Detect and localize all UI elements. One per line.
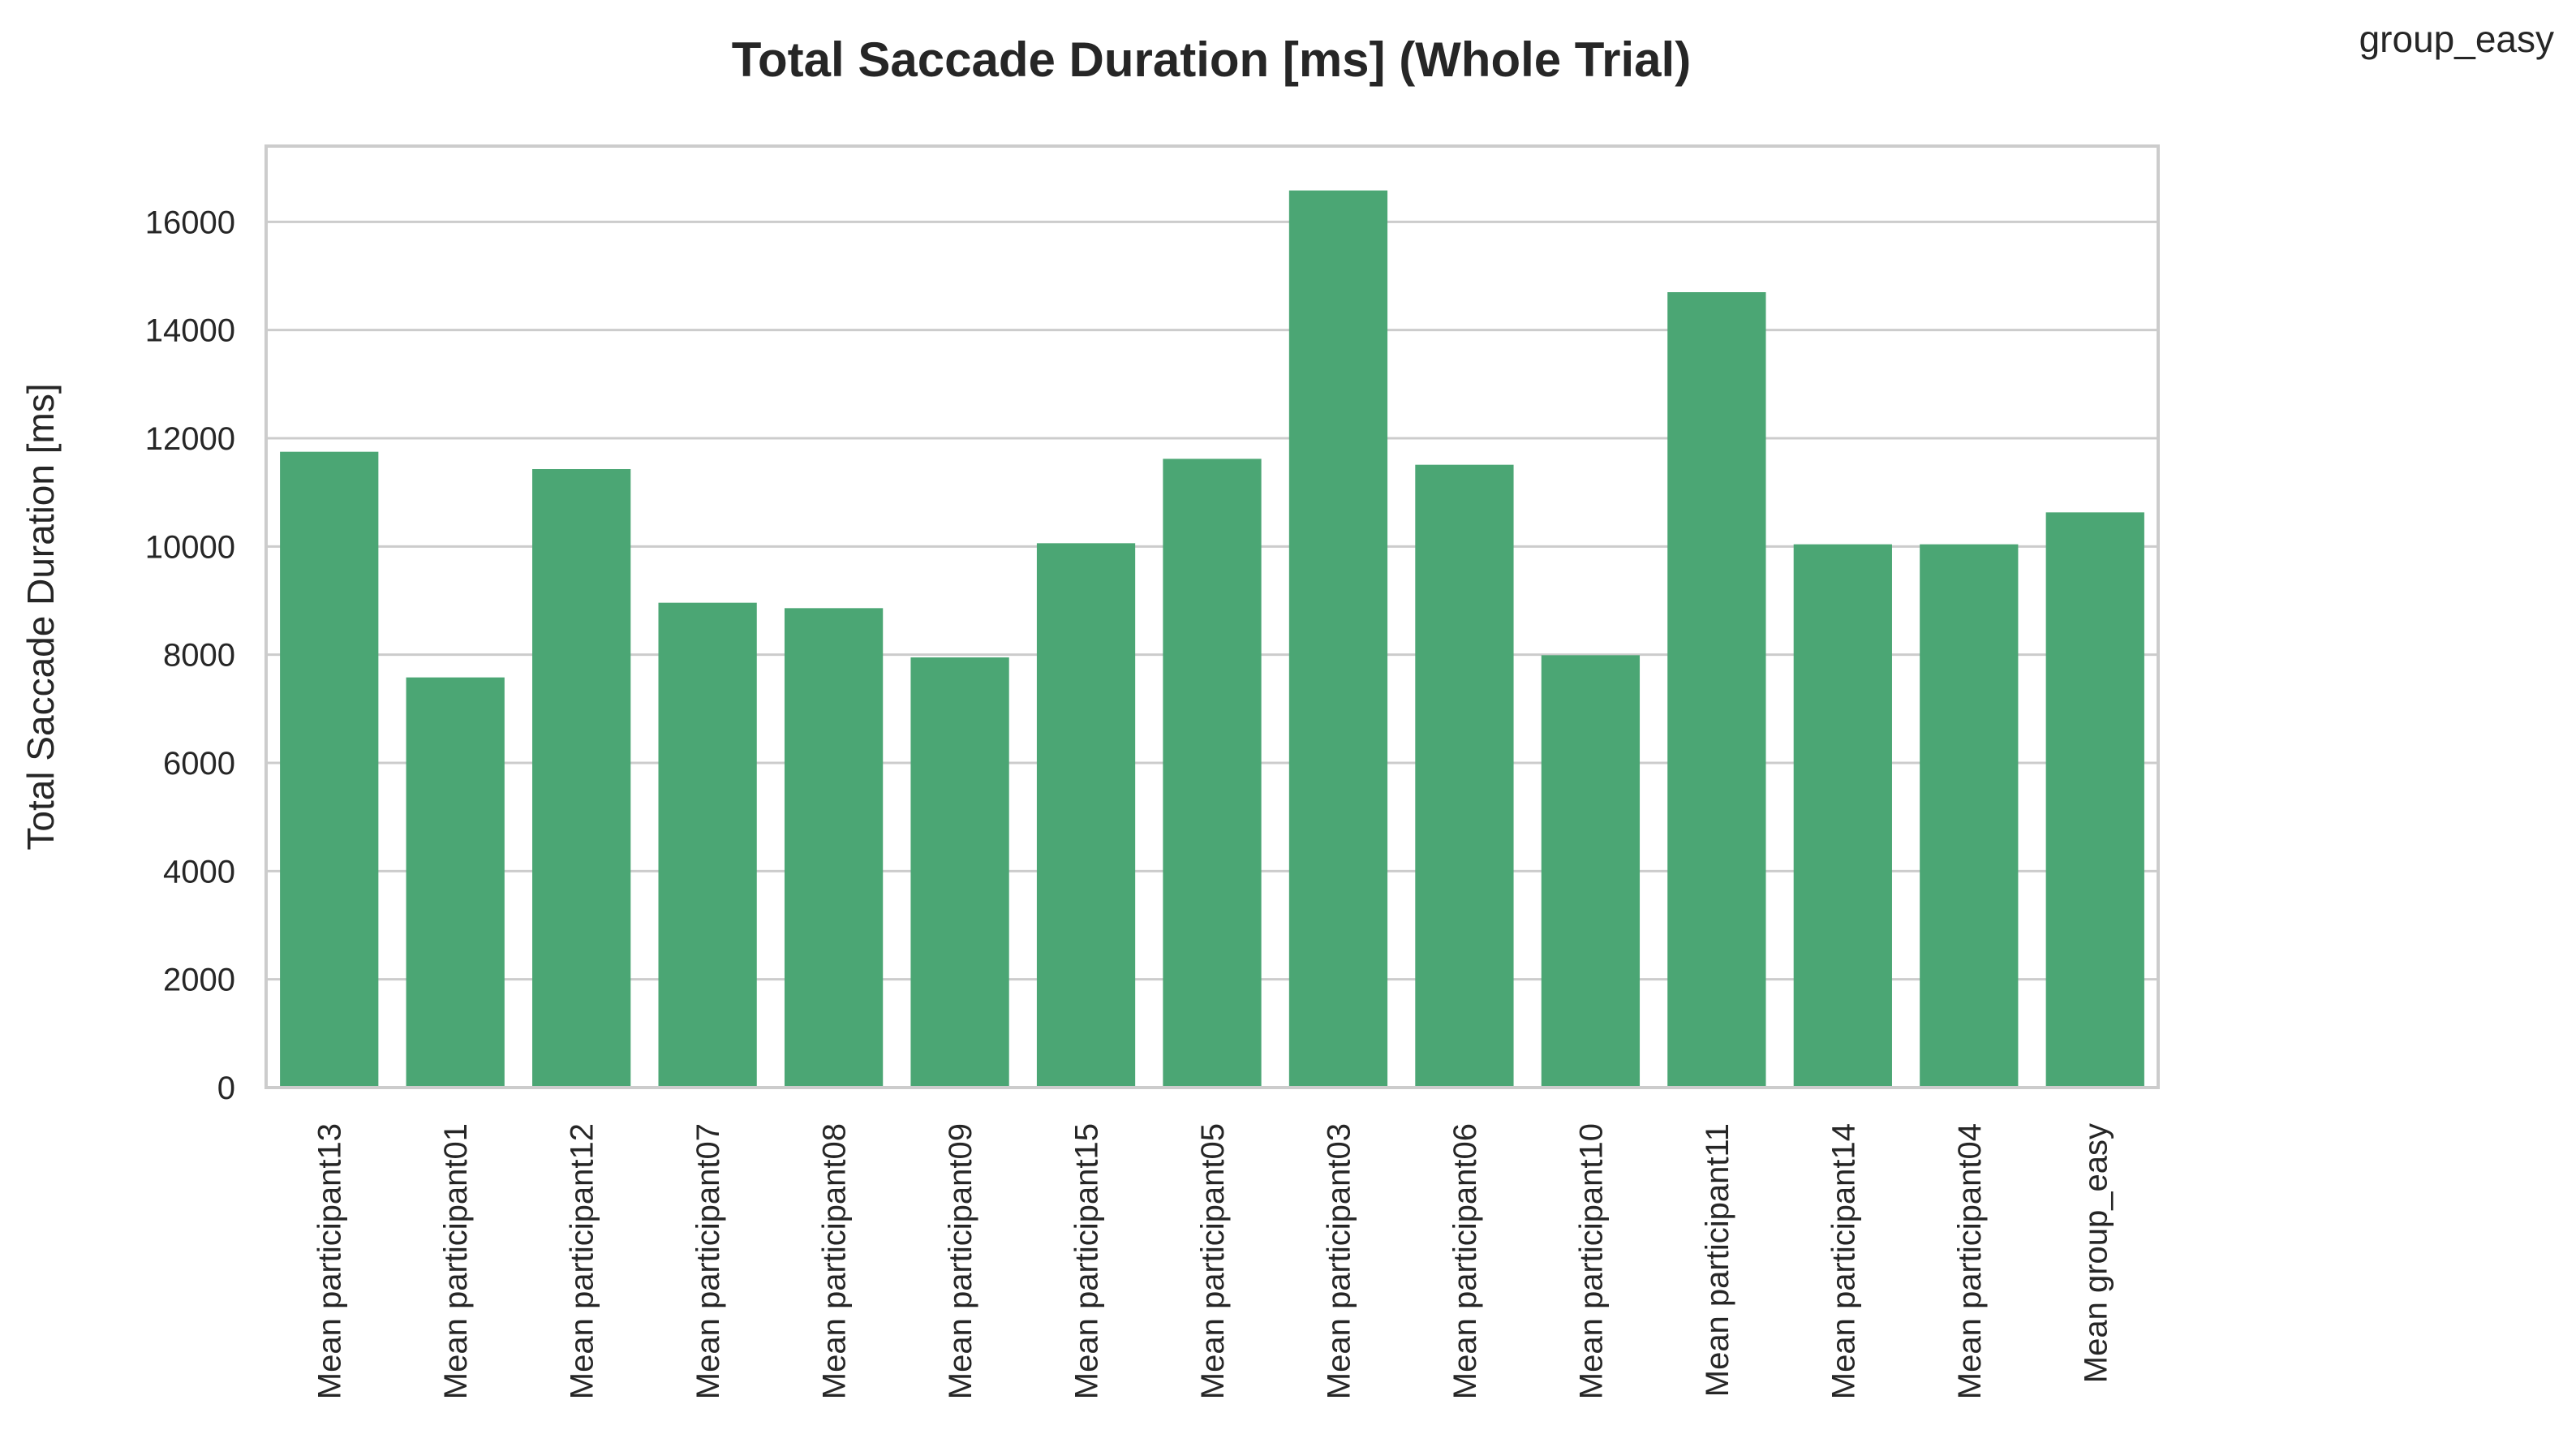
bars [280,190,2144,1088]
bar [784,608,884,1088]
x-tick-label: Mean participant07 [690,1123,726,1399]
x-tick-label: Mean participant08 [817,1123,853,1399]
bar [406,677,505,1088]
bar [1793,544,1892,1088]
bar [2045,512,2144,1088]
x-tick-label: Mean participant11 [1700,1123,1735,1397]
plot-frame [264,144,2160,1089]
bar [1920,544,2019,1088]
x-tick-label: Mean participant14 [1826,1123,1861,1399]
y-tick-label: 10000 [145,529,235,565]
x-tick-label: Mean participant01 [438,1123,474,1399]
y-tick-label: 0 [217,1070,235,1106]
x-tick-label: Mean participant04 [1952,1123,1988,1399]
legend-label: group_easy [2359,18,2554,60]
x-tick-label: Mean participant05 [1195,1123,1231,1399]
x-tick-label: Mean group_easy [2078,1123,2114,1383]
y-tick-label: 4000 [163,854,235,890]
bar [658,602,757,1088]
x-tick-label: Mean participant12 [565,1123,600,1399]
bar [1036,543,1136,1088]
x-tick-label: Mean participant06 [1447,1123,1483,1399]
x-axis-ticks: Mean participant13 Mean participant01 Mean… [312,1123,2114,1399]
bar [1288,190,1388,1088]
x-tick-label: Mean participant15 [1069,1123,1105,1399]
x-tick-label: Mean participant10 [1573,1123,1609,1399]
bar [910,657,1009,1088]
y-tick-label: 14000 [145,313,235,349]
x-tick-label: Mean participant03 [1321,1123,1357,1399]
bar [1541,655,1641,1088]
y-axis-ticks: 0 2000 4000 6000 8000 10000 12000 14000 16000 [145,205,235,1106]
bar [1667,292,1766,1088]
y-tick-label: 12000 [145,421,235,457]
y-tick-label: 16000 [145,205,235,240]
x-tick-label: Mean participant09 [943,1123,978,1399]
bar [1415,464,1514,1088]
chart-title: Total Saccade Duration [ms] (Whole Trial… [732,32,1691,87]
bar [1163,459,1262,1088]
y-axis-label: Total Saccade Duration [ms] [19,383,62,850]
bar [532,469,631,1088]
y-tick-label: 8000 [163,638,235,674]
y-tick-label: 6000 [163,746,235,782]
x-tick-label: Mean participant13 [312,1123,348,1399]
bar [280,451,379,1088]
y-tick-label: 2000 [163,963,235,998]
